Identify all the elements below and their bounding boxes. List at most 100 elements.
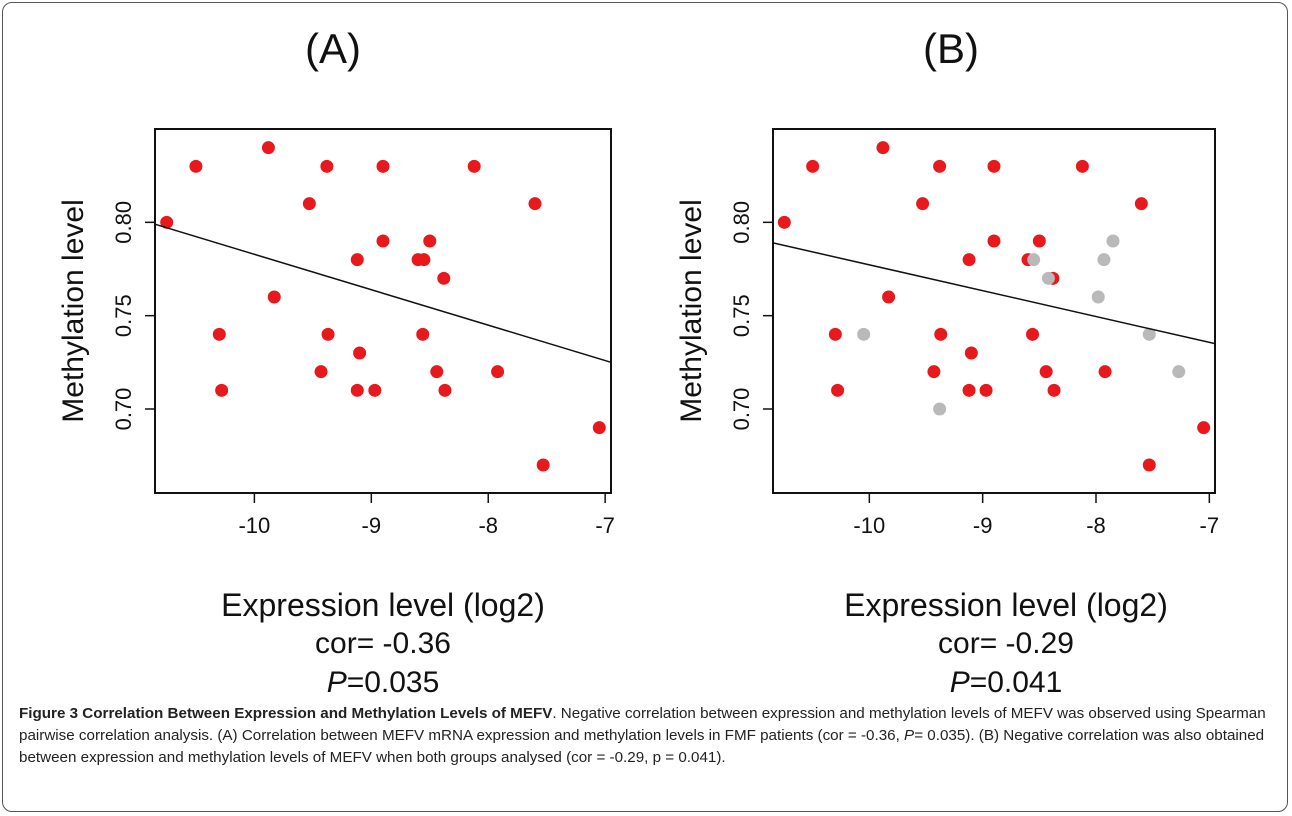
panel-a-p-number: =0.035 <box>346 666 440 699</box>
figure-caption: Figure 3 Correlation Between Expression … <box>19 703 1281 769</box>
chart-a-point <box>491 365 505 379</box>
chart-a-point <box>353 346 367 360</box>
chart-b-point-grey <box>1106 234 1120 248</box>
chart-a-point <box>267 290 281 304</box>
panel-b-p-number: =0.041 <box>969 666 1063 699</box>
chart-a-x-tick-label: -10 <box>238 513 270 538</box>
chart-a-point <box>314 365 328 379</box>
panel-b-pvalue: P=0.041 <box>771 666 1241 700</box>
chart-b-point <box>987 234 1001 248</box>
scatter-chart-a: -10 -9 -8 -7 0.70 0.75 0.80 Methylation level <box>57 128 615 538</box>
chart-b-point-grey <box>1027 253 1041 267</box>
panel-a-pvalue: P=0.035 <box>153 666 613 700</box>
chart-a-point <box>438 383 452 397</box>
chart-a-point <box>536 458 550 472</box>
chart-a-point <box>320 159 334 173</box>
chart-b-point-grey <box>1091 290 1105 304</box>
chart-b-trend-line <box>772 242 1216 345</box>
chart-b-point-grey <box>1172 365 1186 379</box>
chart-b-point <box>979 383 993 397</box>
chart-a-trend-line <box>154 223 612 364</box>
chart-a-point <box>592 421 606 435</box>
chart-a-point <box>528 197 542 211</box>
caption-body-2: = 0.035). (B) Negative correlation was a… <box>19 727 1265 766</box>
caption-body-1: . Negative correlation between expressio… <box>19 705 1266 744</box>
panel-a-title: (A) <box>305 25 361 72</box>
chart-b-point <box>806 159 820 173</box>
chart-b-point <box>831 383 845 397</box>
chart-a-point <box>212 327 226 341</box>
chart-a-point <box>368 383 382 397</box>
caption-p-italic: P <box>904 727 915 744</box>
panel-a-xlabel: Expression level (log2) <box>221 587 545 623</box>
chart-b-point <box>916 197 930 211</box>
chart-b-point <box>962 253 976 267</box>
chart-a-point <box>467 159 481 173</box>
chart-b-point <box>1134 197 1148 211</box>
panel-b-xlabel: Expression level (log2) <box>844 587 1168 623</box>
chart-b-plot-area <box>772 128 1216 494</box>
chart-a-point <box>437 271 451 285</box>
chart-a-y-tick-label: 0.70 <box>111 388 136 431</box>
chart-b-point-grey <box>857 327 871 341</box>
chart-a-point <box>302 197 316 211</box>
chart-b-y-tick-label: 0.75 <box>729 294 754 337</box>
chart-b-point-grey <box>933 402 947 416</box>
chart-b-x-tick-label: -8 <box>1086 513 1106 538</box>
chart-b-y-tick-label: 0.80 <box>729 201 754 244</box>
chart-a-point <box>321 327 335 341</box>
chart-a-x-tick-label: -7 <box>595 513 615 538</box>
chart-a-point <box>417 253 431 267</box>
chart-a-point <box>160 215 174 229</box>
chart-b-point-grey <box>1041 271 1055 285</box>
chart-b-point <box>962 383 976 397</box>
chart-a-y-tick-label: 0.80 <box>111 201 136 244</box>
chart-b-x-tick-label: -7 <box>1200 513 1220 538</box>
chart-b-point <box>882 290 896 304</box>
chart-a-point <box>423 234 437 248</box>
chart-b-point-grey <box>1097 253 1111 267</box>
chart-b-point-grey <box>1142 327 1156 341</box>
panel-b-cor: cor= -0.29 <box>938 627 1074 660</box>
chart-a-plot-area <box>154 128 612 494</box>
panel-b-title: (B) <box>923 25 979 72</box>
chart-b-point <box>777 215 791 229</box>
chart-a-point <box>430 365 444 379</box>
chart-a-y-tick-label: 0.75 <box>111 294 136 337</box>
chart-b-y-axis-label: Methylation level <box>675 199 708 422</box>
chart-a-point <box>416 327 430 341</box>
chart-b-point <box>933 159 947 173</box>
chart-b-point <box>1075 159 1089 173</box>
chart-a-point <box>350 383 364 397</box>
chart-b-point <box>964 346 978 360</box>
caption-heading: Figure 3 Correlation Between Expression … <box>19 705 553 722</box>
chart-b-point <box>1047 383 1061 397</box>
chart-b-point <box>1026 327 1040 341</box>
chart-b-point <box>1197 421 1211 435</box>
chart-b-point <box>1098 365 1112 379</box>
chart-b-point <box>934 327 948 341</box>
chart-a-y-axis-label: Methylation level <box>57 199 90 422</box>
chart-b-point <box>927 365 941 379</box>
chart-a-x-tick-label: -8 <box>478 513 498 538</box>
chart-a-point <box>261 141 275 155</box>
chart-b-point <box>987 159 1001 173</box>
panel-a-cor: cor= -0.36 <box>315 627 451 660</box>
chart-b-point <box>828 327 842 341</box>
chart-b-point <box>1032 234 1046 248</box>
chart-a-point <box>376 234 390 248</box>
chart-b-x-tick-label: -10 <box>853 513 885 538</box>
chart-b-x-tick-label: -9 <box>973 513 993 538</box>
chart-a-point <box>376 159 390 173</box>
chart-b-point <box>1039 365 1053 379</box>
chart-b-y-tick-label: 0.70 <box>729 388 754 431</box>
chart-a-point <box>189 159 203 173</box>
chart-a-point <box>350 253 364 267</box>
chart-a-x-tick-label: -9 <box>362 513 382 538</box>
scatter-chart-b: -10 -9 -8 -7 0.70 0.75 0.80 Methylation level <box>675 128 1220 538</box>
chart-b-point <box>876 141 890 155</box>
chart-b-point <box>1142 458 1156 472</box>
chart-a-point <box>215 383 229 397</box>
panel-b-p-label: P <box>949 666 970 699</box>
